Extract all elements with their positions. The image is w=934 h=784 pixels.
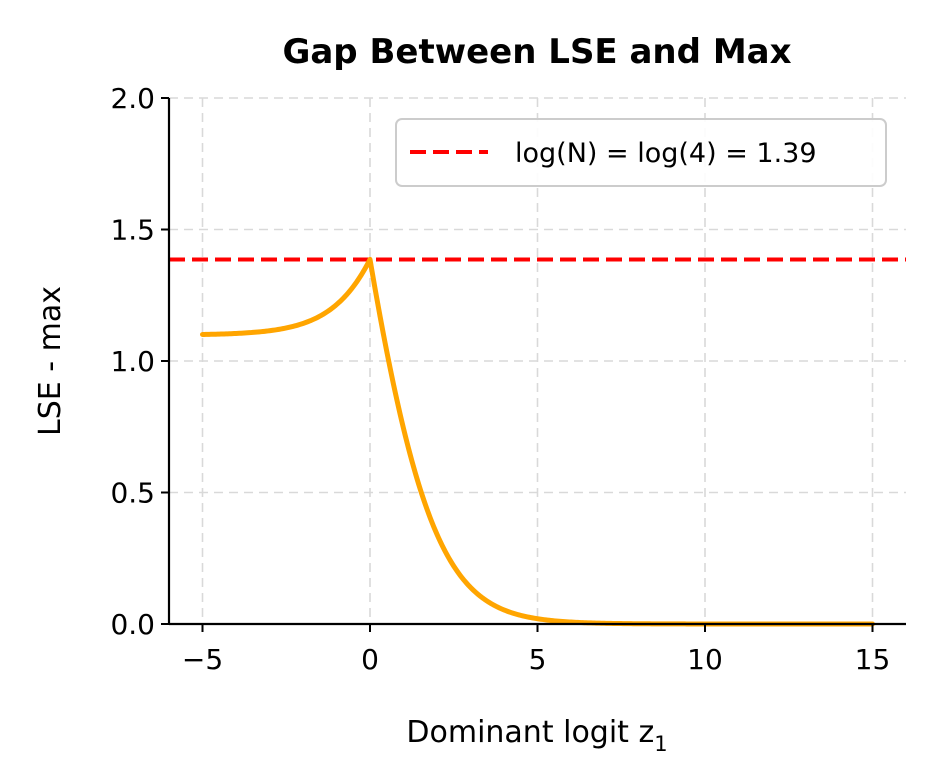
legend: log(N) = log(4) = 1.39 — [395, 118, 887, 187]
y-tick-label: 1.5 — [110, 214, 155, 247]
x-tick-label: 10 — [687, 643, 723, 676]
y-axis-label: LSE - max — [33, 286, 68, 436]
x-tick-label: −5 — [182, 643, 223, 676]
y-tick-label: 2.0 — [110, 82, 155, 115]
x-axis-label-text: Dominant logit z — [406, 715, 654, 750]
y-tick-label: 0.0 — [110, 608, 155, 641]
x-tick-label: 15 — [855, 643, 891, 676]
x-tick-label: 5 — [529, 643, 547, 676]
legend-label-log-n: log(N) = log(4) = 1.39 — [515, 138, 817, 169]
x-axis-label-subscript: 1 — [654, 732, 667, 756]
legend-box — [395, 118, 887, 187]
x-tick-label: 0 — [361, 643, 379, 676]
y-tick-label: 0.5 — [110, 477, 155, 510]
grid — [169, 97, 906, 625]
x-axis-label: Dominant logit z1 — [406, 715, 667, 756]
x-ticks: −5 0 5 10 15 — [182, 624, 890, 676]
y-ticks: 0.0 0.5 1.0 1.5 2.0 — [110, 82, 169, 641]
chart-title: Gap Between LSE and Max — [282, 32, 791, 72]
y-tick-label: 1.0 — [110, 345, 155, 378]
